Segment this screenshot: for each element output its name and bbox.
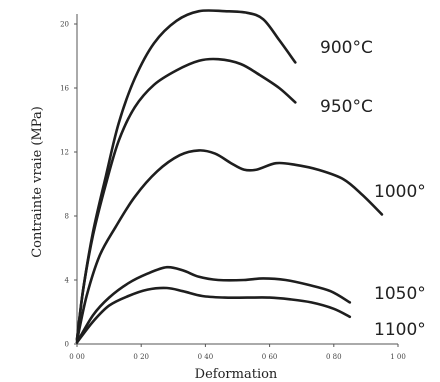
y-ticks: 0 4 8 12 16 20 xyxy=(60,21,77,349)
y-tick-label: 16 xyxy=(60,85,69,93)
axes xyxy=(76,14,398,345)
y-tick-label: 8 xyxy=(65,213,69,221)
series-label: 1000° xyxy=(374,182,426,202)
curves xyxy=(75,9,384,344)
series-label: 900°C xyxy=(320,38,373,58)
x-tick-label: 0 00 xyxy=(69,353,85,361)
series-line xyxy=(75,9,297,341)
y-tick-label: 4 xyxy=(65,277,70,285)
y-tick-label: 12 xyxy=(60,149,69,157)
x-tick-label: 0 80 xyxy=(326,353,342,361)
series-label: 950°C xyxy=(320,97,373,117)
x-axis-label: Deformation xyxy=(195,367,278,382)
series-label: 1100° xyxy=(374,320,426,340)
x-tick-label: 0 60 xyxy=(262,353,278,361)
y-axis-label: Contrainte vraie (MPa) xyxy=(30,106,45,258)
series-line xyxy=(75,149,384,343)
series-label: 1050° xyxy=(374,284,426,304)
x-tick-label: 0 20 xyxy=(133,353,149,361)
series-labels: 900°C 950°C 1000° 1050° 1100° xyxy=(320,38,426,340)
series-line xyxy=(75,57,297,341)
series-line xyxy=(75,286,352,344)
y-tick-label: 0 xyxy=(65,341,69,349)
x-ticks: 0 00 0 20 0 40 0 60 0 80 1 00 xyxy=(69,344,406,361)
x-tick-label: 1 00 xyxy=(390,353,406,361)
x-tick-label: 0 40 xyxy=(198,353,214,361)
series-line xyxy=(75,265,352,344)
y-tick-label: 20 xyxy=(60,21,69,29)
